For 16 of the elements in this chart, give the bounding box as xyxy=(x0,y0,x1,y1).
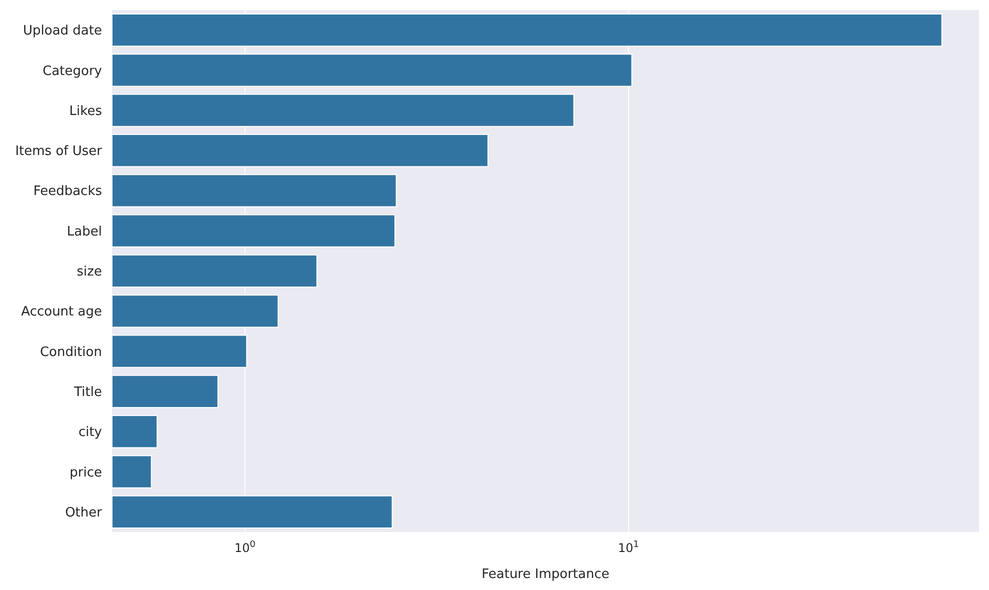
x-tick-label: 10$^{0}$ xyxy=(234,540,256,555)
y-tick-label: city xyxy=(78,425,102,440)
x-axis-title: Feature Importance xyxy=(482,567,610,582)
y-tick-label: Condition xyxy=(40,344,102,360)
y-tick-label: Account age xyxy=(21,304,102,320)
y-tick-label: Title xyxy=(73,385,102,400)
y-tick-label: size xyxy=(76,264,102,280)
y-tick-label: Other xyxy=(65,505,103,520)
y-tick-label: Items of User xyxy=(15,144,103,160)
y-tick-label: Likes xyxy=(69,104,102,119)
y-tick-label: Category xyxy=(42,64,102,79)
x-tick-label: 10$^{1}$ xyxy=(618,540,640,555)
y-tick-label: Feedbacks xyxy=(33,184,102,200)
y-tick-label: Upload date xyxy=(23,24,102,39)
y-tick-label: price xyxy=(70,465,102,480)
y-tick-label: Label xyxy=(66,224,102,240)
